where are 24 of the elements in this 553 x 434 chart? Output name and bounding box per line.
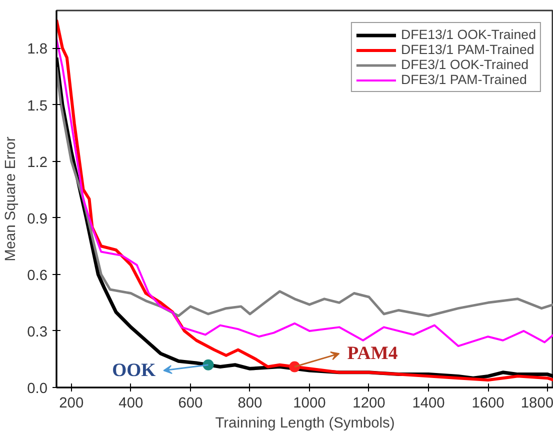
y-axis-title: Mean Square Error — [3, 136, 20, 262]
x-tick-label: 1400 — [412, 396, 445, 412]
annotation: OOK — [112, 360, 156, 382]
legend-label: DFE3/1 PAM-Trained — [400, 72, 527, 87]
y-tick-label: 1.5 — [27, 98, 48, 114]
y-tick-label: 0.3 — [27, 324, 48, 340]
y-tick-label: 1.2 — [27, 154, 48, 171]
legend-label: DFE13/1 PAM-Trained — [400, 42, 534, 57]
x-tick-label: 1000 — [293, 396, 326, 412]
legend-label: DFE3/1 OOK-Trained — [400, 57, 529, 72]
x-axis-title: Trainning Length (Symbols) — [215, 416, 395, 432]
y-tick-label: 0.9 — [27, 211, 48, 228]
y-tick-label: 0.6 — [27, 268, 48, 284]
x-tick-label: 400 — [118, 396, 144, 412]
annotation: PAM4 — [347, 343, 398, 364]
x-tick-label: 200 — [59, 396, 84, 412]
y-tick-label: 1.8 — [27, 42, 48, 58]
x-tick-label: 1800 — [520, 396, 553, 412]
x-tick-label: 1600 — [472, 396, 504, 412]
x-tick-label: 1200 — [352, 396, 386, 412]
y-tick-label: 0.0 — [27, 381, 48, 397]
x-tick-label: 800 — [238, 396, 262, 412]
legend-label: DFE13/1 OOK-Trained — [400, 27, 536, 42]
x-tick-label: 600 — [178, 396, 203, 412]
